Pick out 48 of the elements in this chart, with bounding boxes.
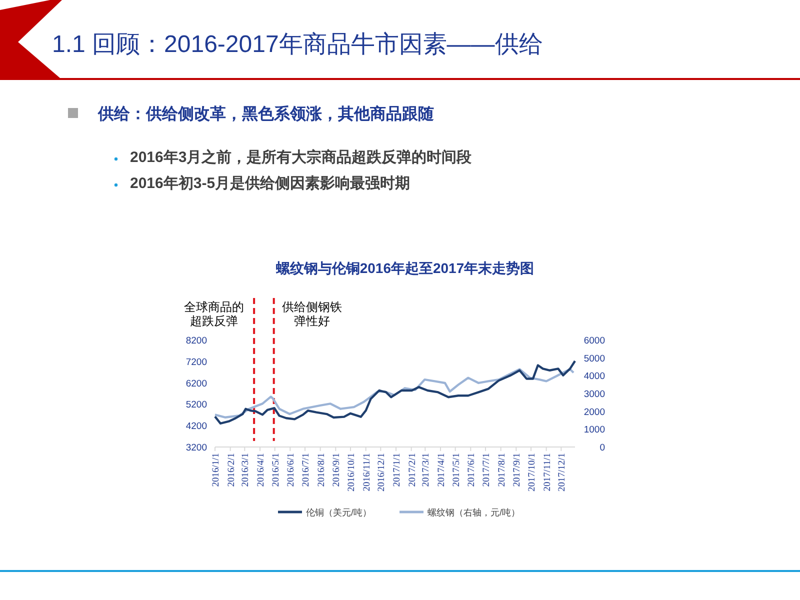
text: 2016年3月之前，是所有大宗商品超跌反弹的时间段 [130,148,472,167]
x-tick-label: 2016/10/1 [346,452,357,492]
x-tick-label: 2016/11/1 [362,452,372,492]
y-tick-label: 7200 [186,356,207,368]
x-tick-label: 2017/10/1 [527,452,538,492]
x-tick-label: 2017/2/1 [408,452,418,487]
x-tick-label: 2016/12/1 [377,452,388,492]
y-tick-label: 4200 [186,421,207,432]
line-series [214,360,576,425]
line-series [214,368,575,418]
x-tick-label: 2017/12/1 [558,452,568,492]
y2-tick-label: 2000 [584,406,605,418]
y-tick-label: 3200 [186,442,207,454]
y2-tick-label: 5000 [584,353,605,364]
x-tick-label: 2017/6/1 [467,452,478,487]
x-tick-label: 2016/9/1 [332,452,342,487]
x-tick-label: 2016/7/1 [302,452,312,487]
x-tick-label: 2016/1/1 [212,452,222,487]
chart-title: 1.1 回顾：2016-2017年商品牛市因素——供给 [52,30,543,60]
x-tick-label: 2017/1/1 [392,452,402,487]
x-tick-label: 2017/7/1 [482,452,492,487]
legend-label: 伦铜（美元/吨） [306,508,372,518]
x-tick-label: 2016/5/1 [271,452,282,487]
y-tick-label: 8200 [186,336,207,346]
ref-line-label: 全球商品的超跌反弹 [183,300,246,328]
x-tick-label: 2016/6/1 [286,452,297,487]
x-tick-label: 2016/2/1 [226,452,237,487]
x-tick-label: 2017/8/1 [497,452,508,487]
x-tick-label: 2017/4/1 [436,452,447,487]
x-tick-label: 2016/8/1 [316,452,327,487]
y-tick-label: 6200 [186,378,207,390]
y2-tick-label: 1000 [584,424,605,436]
chart-subtitle: 螺纹钢与伦铜2016年起至2017年末走势图 [274,260,536,278]
y2-tick-label: 3000 [584,389,605,400]
x-tick-label: 2016/3/1 [241,452,252,487]
y-tick-label: 5200 [186,400,207,411]
text: 2016年初3-5月是供给侧因素影响最强时期 [130,174,410,193]
legend-label: 螺纹钢（右轴，元/吨） [428,508,520,518]
x-tick-label: 2017/9/1 [512,452,523,487]
x-tick-label: 2017/5/1 [452,452,462,487]
x-tick-label: 2017/11/1 [542,452,553,492]
x-tick-label: 2016/4/1 [256,452,266,487]
y2-tick-label: 4000 [584,371,605,382]
ref-line-label: 供给侧钢铁弹性好 [280,300,343,328]
text: 供给：供给侧改革，黑色系领涨，其他商品跟随 [98,104,434,125]
y2-tick-label: 0 [600,442,605,454]
x-tick-label: 2017/3/1 [422,452,432,487]
y2-tick-label: 6000 [584,336,605,346]
